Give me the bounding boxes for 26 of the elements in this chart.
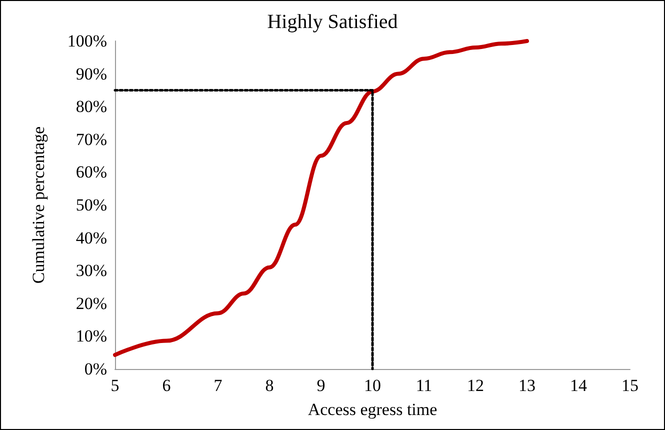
x-tick-label: 5 xyxy=(110,376,120,395)
y-axis-title: Cumulative percentage xyxy=(29,126,48,284)
y-tick-label: 50% xyxy=(76,196,107,214)
x-axis-title: Access egress time xyxy=(308,400,438,419)
y-tick-label: 100% xyxy=(67,32,107,50)
y-tick-label: 70% xyxy=(76,130,107,149)
x-tick-label: 11 xyxy=(416,376,432,395)
chart-title: Highly Satisfied xyxy=(267,11,398,33)
y-tick-label: 10% xyxy=(76,326,107,346)
y-tick-label: 30% xyxy=(76,261,107,280)
y-tick-label: 0% xyxy=(84,360,107,378)
x-tick-label: 14 xyxy=(570,376,588,395)
x-tick-label: 15 xyxy=(622,376,638,395)
line-series xyxy=(113,39,529,357)
y-tick-label: 60% xyxy=(76,162,107,182)
x-tick-label: 8 xyxy=(265,376,274,395)
x-tick-label: 13 xyxy=(518,376,536,395)
x-tick-label: 10 xyxy=(364,376,381,395)
y-tick-label: 80% xyxy=(76,97,107,116)
y-tick-label: 90% xyxy=(76,64,107,84)
x-tick-label: 7 xyxy=(214,376,223,395)
x-tick-label: 9 xyxy=(316,376,326,395)
x-tick-label: 6 xyxy=(162,376,171,395)
x-tick-label: 12 xyxy=(467,376,484,395)
y-tick-label: 20% xyxy=(76,294,107,313)
y-tick-label: 40% xyxy=(76,228,107,248)
